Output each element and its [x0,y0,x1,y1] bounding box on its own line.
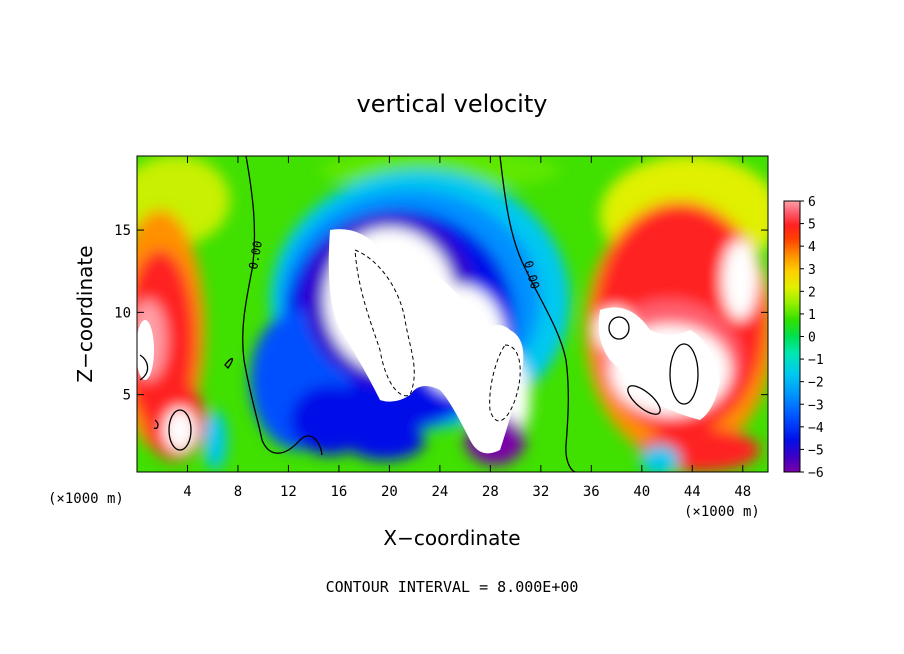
x-axis-label: X−coordinate [383,526,520,550]
colorbar-label: −6 [808,466,824,481]
x-axis-ticks: 4 8 12 16 20 24 28 32 36 40 44 48 [183,156,751,500]
x-tick-label: 12 [280,484,297,500]
contour-interval-footer: CONTOUR INTERVAL = 8.000E+00 [326,578,579,596]
x-unit-right: (×1000 m) [684,504,760,520]
colorbar-label: −5 [808,443,824,458]
x-tick-label: 32 [532,484,549,500]
x-tick-label: 44 [684,484,701,500]
colorbar-label: 6 [808,195,816,210]
colorbar-label: −1 [808,353,824,368]
plot-frame [136,155,769,473]
colorbar [783,200,801,473]
contour-lines [139,156,699,472]
x-tick-label: 20 [381,484,398,500]
colorbar-label: 2 [808,285,816,300]
y-axis-ticks: 5 10 15 [114,223,768,404]
colorbar-label: 1 [808,308,816,323]
y-tick-label: 5 [123,388,131,404]
colorbar-label: 0 [808,331,816,346]
contour-label: 0.00 [246,240,265,271]
x-tick-label: 24 [431,484,448,500]
chart-title: vertical velocity [357,90,548,118]
y-tick-label: 15 [114,223,131,239]
y-tick-label: 10 [114,305,131,321]
colorbar-label: −2 [808,376,824,391]
colorbar-label: 5 [808,218,816,233]
heatmap-field [137,156,768,472]
x-unit-left: (×1000 m) [48,491,124,507]
x-tick-label: 48 [734,484,751,500]
negative-contours [354,249,521,422]
colorbar-label: 4 [808,240,816,255]
colorbar-label: −3 [808,398,824,413]
x-tick-label: 16 [330,484,347,500]
x-tick-label: 28 [482,484,499,500]
y-axis-label: Z−coordinate [73,245,97,382]
x-tick-label: 8 [234,484,242,500]
colorbar-labels: 6 5 4 3 2 1 0 −1 −2 −3 −4 −5 −6 [800,195,824,481]
x-tick-label: 4 [183,484,191,500]
colorbar-label: −4 [808,421,824,436]
colorbar-label: 3 [808,263,816,278]
x-tick-label: 40 [633,484,650,500]
x-tick-label: 36 [583,484,600,500]
